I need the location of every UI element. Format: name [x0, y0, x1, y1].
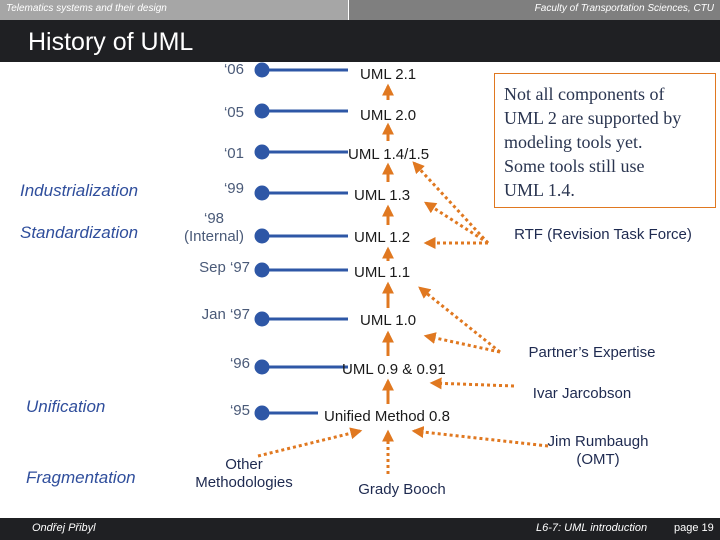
source-ivar-jacobson: Ivar Jarcobson — [532, 385, 632, 402]
source-grady-booch: Grady Booch — [358, 481, 446, 498]
version-uml-1-3: UML 1.3 — [354, 187, 411, 204]
arrow-partners-to-1.0 — [423, 332, 501, 354]
course-name: Telematics systems and their design — [6, 3, 167, 14]
version-unified-method: Unified Method 0.8 — [324, 408, 450, 425]
year-label-95: ‘95 — [229, 402, 250, 419]
note-box: Not all components of UML 2 are supporte… — [494, 73, 716, 208]
page-number: page 19 — [674, 522, 714, 534]
author-name: Ondřej Přibyl — [32, 522, 96, 534]
arrow-jacobson-to-0.9 — [429, 377, 515, 390]
arrow-partners-to-1.1 — [418, 286, 501, 354]
arrow-rumbaugh-to-unified — [411, 426, 549, 448]
phase-fragmentation: Fragmentation — [26, 468, 136, 487]
arrow-rtf-to-1.4 — [412, 161, 490, 245]
marker-99 — [254, 185, 348, 201]
header-right: Faculty of Transportation Sciences, CTU — [349, 0, 720, 20]
version-uml-2-0: UML 2.0 — [360, 107, 417, 124]
source-arrows — [257, 161, 549, 474]
version-uml-1-4: UML 1.4/1.5 — [348, 146, 430, 163]
lecture-name: L6-7: UML introduction — [536, 522, 648, 534]
marker-06 — [254, 62, 348, 78]
year-label-06: ‘06 — [223, 61, 244, 78]
phase-industrialization: Industrialization — [20, 181, 139, 200]
marker-sep97 — [254, 262, 348, 278]
marker-95 — [254, 405, 318, 421]
timeline-markers — [254, 62, 348, 421]
marker-jan97 — [254, 311, 348, 327]
year-label-05: ‘05 — [223, 104, 244, 121]
marker-98 — [254, 228, 348, 244]
version-uml-0-9: UML 0.9 & 0.91 — [342, 361, 446, 378]
year-label-sep97: Sep ‘97 — [199, 259, 250, 276]
source-other-methodologies: Other Methodologies — [195, 456, 293, 491]
year-label-99: ‘99 — [223, 180, 244, 197]
source-partners-expertise: Partner’s Expertise — [528, 344, 656, 361]
year-label-01: ‘01 — [223, 145, 244, 162]
marker-01 — [254, 144, 348, 160]
faculty-name: Faculty of Transportation Sciences, CTU — [534, 3, 714, 14]
title-bar: History of UML — [0, 20, 720, 62]
year-label-98: ‘98 (Internal) — [183, 210, 245, 245]
phase-unification: Unification — [26, 397, 106, 416]
version-uml-1-1: UML 1.1 — [354, 264, 411, 281]
slide-title: History of UML — [28, 28, 194, 56]
note-text: Not all components of UML 2 are supporte… — [504, 84, 682, 200]
source-jim-rumbaugh: Jim Rumbaugh (OMT) — [547, 433, 649, 468]
arrow-rtf-to-1.3 — [423, 201, 489, 245]
phase-standardization: Standardization — [20, 223, 139, 242]
version-uml-2-1: UML 2.1 — [360, 66, 417, 83]
version-uml-1-0: UML 1.0 — [360, 312, 417, 329]
marker-96 — [254, 359, 348, 375]
version-uml-1-2: UML 1.2 — [354, 229, 411, 246]
arrow-other-to-unified — [257, 427, 363, 458]
year-label-96: ‘96 — [229, 355, 250, 372]
footer-bar: Ondřej Přibyl L6-7: UML introduction pag… — [0, 518, 720, 540]
source-rtf: RTF (Revision Task Force) — [514, 226, 692, 243]
marker-05 — [254, 103, 348, 119]
header-bar: Telematics systems and their design Facu… — [0, 0, 720, 20]
year-label-jan97: Jan ‘97 — [201, 306, 250, 323]
header-left: Telematics systems and their design — [0, 0, 348, 20]
